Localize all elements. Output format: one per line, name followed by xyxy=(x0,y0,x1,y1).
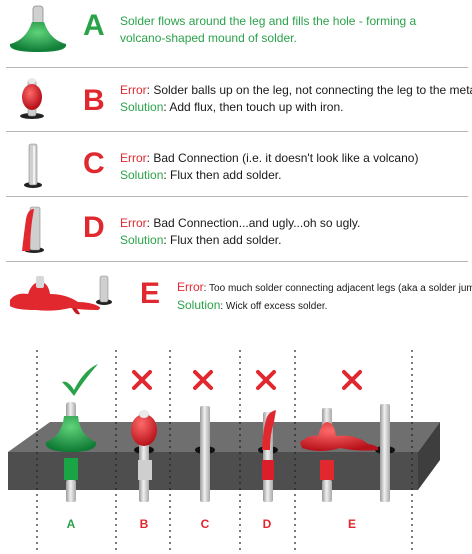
row-letter: B xyxy=(83,84,105,117)
error-line: Error: Bad Connection...and ugly...oh so… xyxy=(120,215,360,232)
good-solder-joint-icon xyxy=(9,5,67,52)
row-description: Error: Solder balls up on the leg, not c… xyxy=(120,82,472,116)
error-text: : Too much solder connecting adjacent le… xyxy=(203,283,472,294)
joint-a-icon xyxy=(45,402,97,502)
solder-ball-icon xyxy=(20,78,44,119)
cross-mark-icon xyxy=(256,370,276,390)
row-description: Error: Too much solder connecting adjace… xyxy=(177,279,472,315)
solution-line: Solution: Flux then add solder. xyxy=(120,167,418,184)
row-letter: A xyxy=(83,9,105,42)
bottom-label-c: C xyxy=(200,517,210,531)
check-mark-icon xyxy=(62,364,98,396)
bottom-label-b: B xyxy=(139,517,149,531)
row-letter: C xyxy=(83,147,105,180)
solution-line: Solution: Wick off excess solder. xyxy=(177,297,472,315)
row-divider xyxy=(6,131,468,132)
row-e: E Error: Too much solder connecting adja… xyxy=(0,262,472,324)
joint-c-icon xyxy=(195,406,215,502)
solution-label: Solution xyxy=(177,298,221,312)
row-letter: D xyxy=(83,211,105,244)
bottom-label-d: D xyxy=(262,517,272,531)
error-line: Error: Too much solder connecting adjace… xyxy=(177,279,472,297)
error-label: Error xyxy=(120,216,147,230)
row-b: B Error: Solder balls up on the leg, not… xyxy=(0,68,472,125)
cross-mark-icon xyxy=(132,370,152,390)
joint-d-icon xyxy=(258,410,278,502)
joint-b-icon xyxy=(131,410,157,502)
row-letter: E xyxy=(140,277,161,310)
solution-text: : Wick off excess solder. xyxy=(220,301,328,312)
joint-comparison-diagram xyxy=(8,350,440,552)
error-label: Error xyxy=(120,83,147,97)
error-text: : Bad Connection...and ugly...oh so ugly… xyxy=(146,216,361,230)
row-divider xyxy=(6,67,468,68)
solution-label: Solution xyxy=(120,233,164,247)
description-line-1: Solder flows around the leg and fills th… xyxy=(120,14,417,28)
board-side-face xyxy=(418,422,440,490)
error-label: Error xyxy=(177,280,204,294)
error-line: Error: Solder balls up on the leg, not c… xyxy=(120,82,472,99)
error-text: : Bad Connection (i.e. it doesn't look l… xyxy=(146,151,419,165)
row-divider xyxy=(6,196,468,197)
cross-mark-icon xyxy=(342,370,362,390)
bottom-label-a: A xyxy=(66,517,76,531)
solution-text: : Flux then add solder. xyxy=(163,168,282,182)
column-dividers xyxy=(36,350,413,552)
bare-pin-icon xyxy=(24,143,42,188)
error-text: : Solder balls up on the leg, not connec… xyxy=(146,83,472,97)
row-divider xyxy=(6,261,468,262)
solution-line: Solution: Flux then add solder. xyxy=(120,232,360,249)
row-c: C Error: Bad Connection (i.e. it doesn't… xyxy=(0,132,472,194)
row-a: A Solder flows around the leg and fills … xyxy=(0,0,472,65)
row-description: Error: Bad Connection...and ugly...oh so… xyxy=(120,215,360,249)
solution-label: Solution xyxy=(120,168,164,182)
cross-mark-icon xyxy=(193,370,213,390)
error-label: Error xyxy=(120,151,147,165)
row-description: Error: Bad Connection (i.e. it doesn't l… xyxy=(120,150,418,184)
row-d: D Error: Bad Connection...and ugly...oh … xyxy=(0,197,472,259)
ugly-solder-icon xyxy=(22,206,44,253)
solder-bridge-icon xyxy=(10,275,112,315)
bottom-label-e: E xyxy=(347,517,356,531)
solution-label: Solution xyxy=(120,100,164,114)
joint-e-icon xyxy=(300,404,395,502)
description-line-2: volcano-shaped mound of solder. xyxy=(120,31,297,45)
error-line: Error: Bad Connection (i.e. it doesn't l… xyxy=(120,150,418,167)
solution-text: : Add flux, then touch up with iron. xyxy=(163,100,344,114)
solution-line: Solution: Add flux, then touch up with i… xyxy=(120,99,472,116)
solution-text: : Flux then add solder. xyxy=(163,233,282,247)
row-description: Solder flows around the leg and fills th… xyxy=(120,13,416,47)
